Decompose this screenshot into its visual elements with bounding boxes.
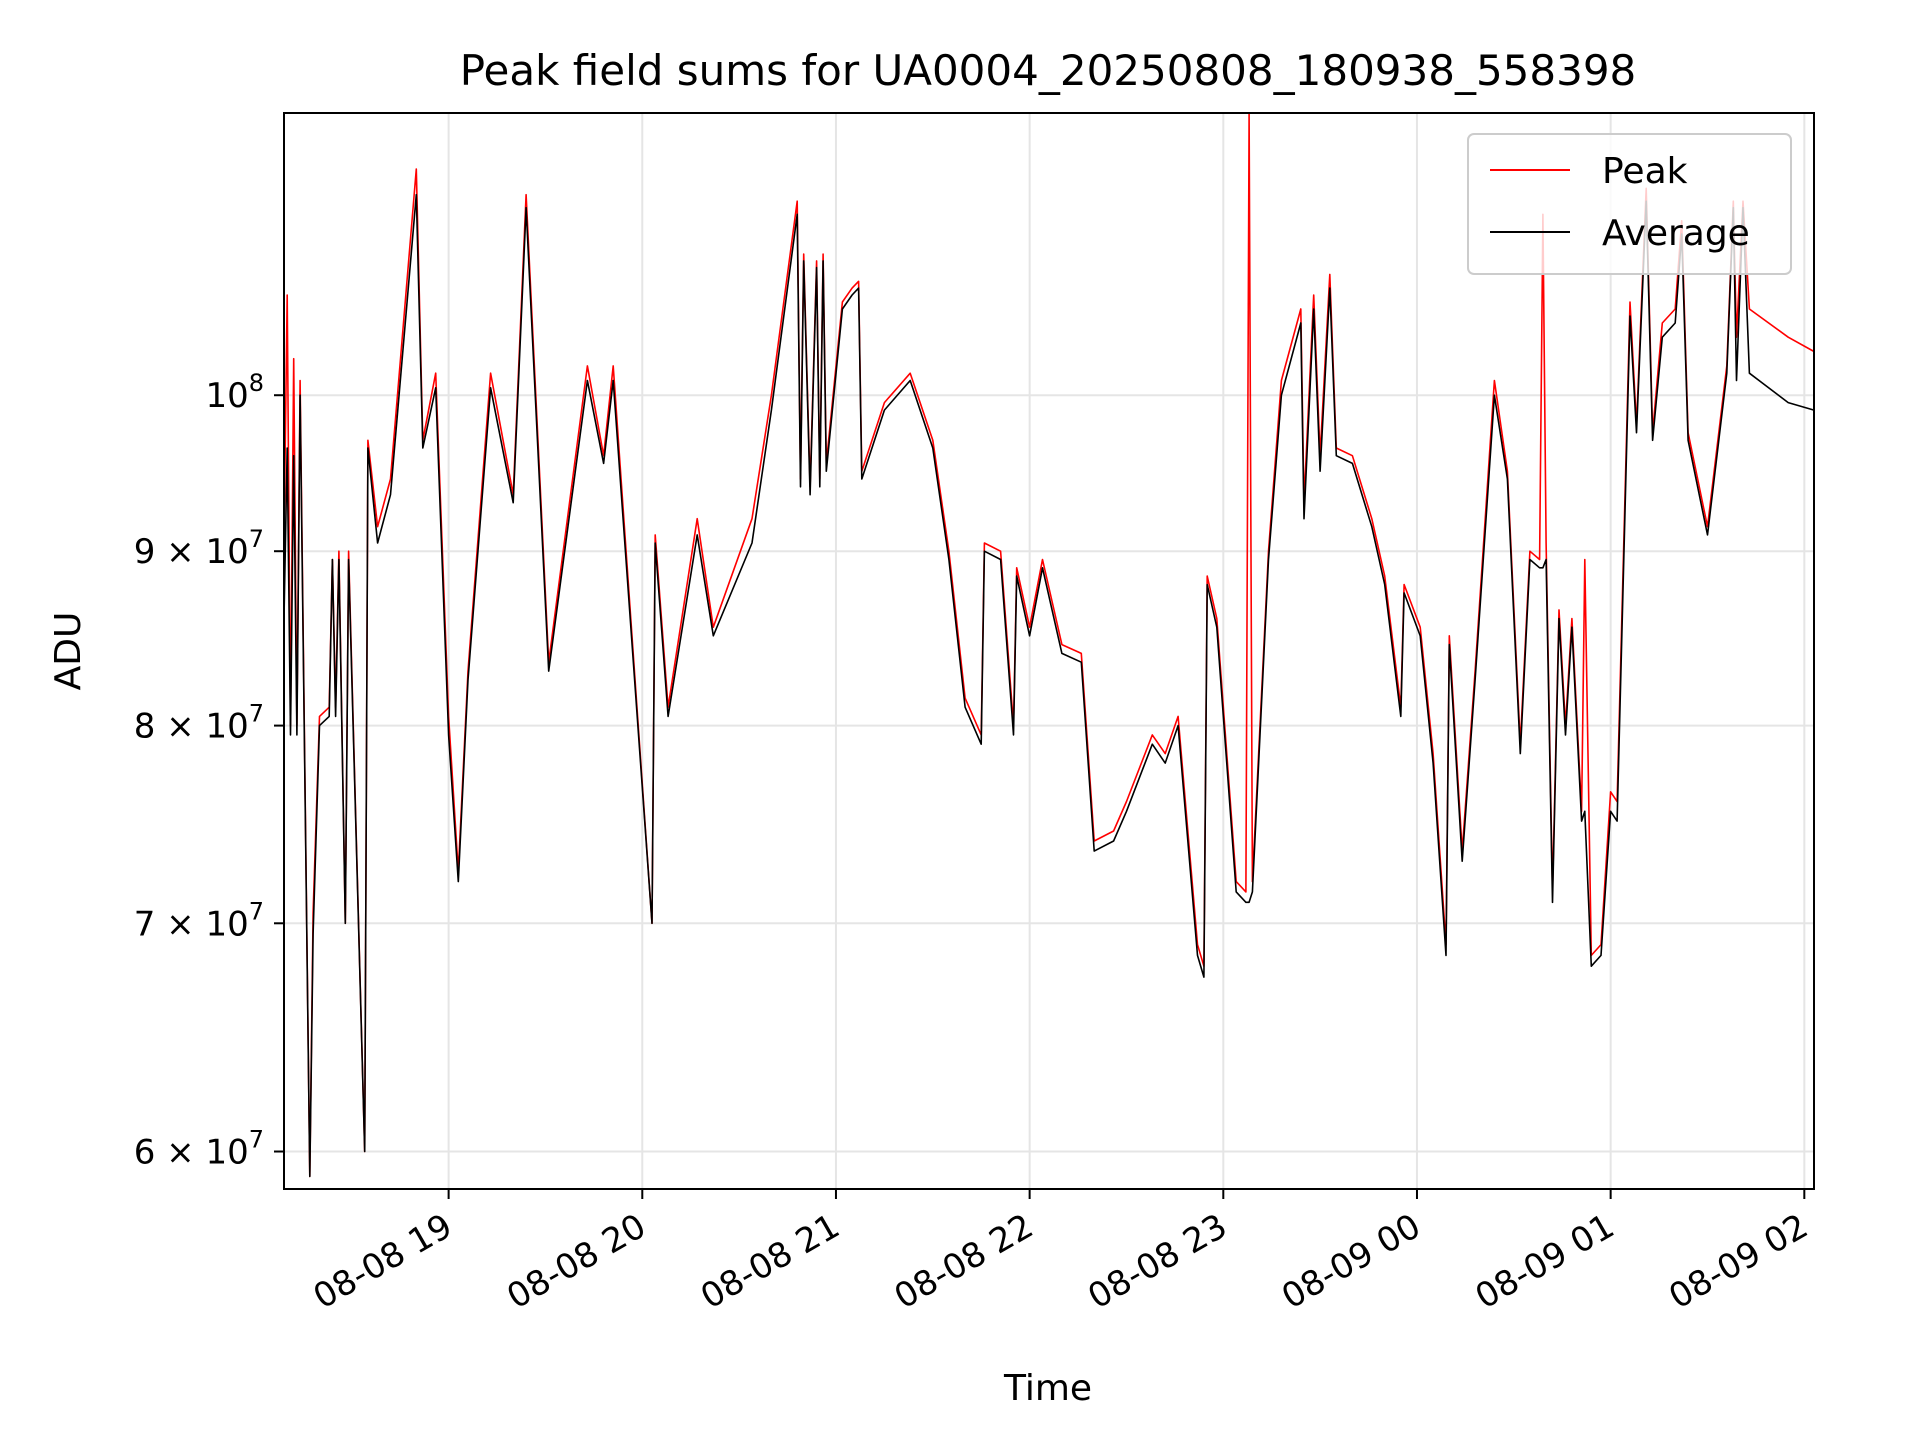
x-axis-label: Time: [1003, 1368, 1092, 1409]
legend: Peak Average: [1467, 133, 1792, 275]
plot-frame: [283, 112, 1815, 1190]
grid: [284, 113, 1814, 1189]
chart-title: Peak field sums for UA0004_20250808_1809…: [460, 46, 1637, 95]
y-tick-label: 6 × 107: [134, 1126, 264, 1173]
legend-average-label: Average: [1602, 213, 1750, 254]
plot-area: 08-08 19 08-08 20 08-08 21 08-08 22 08-08 23…: [134, 112, 1815, 1317]
y-tick-label: 9 × 107: [134, 525, 264, 572]
y-tick-label: 7 × 107: [134, 897, 264, 944]
y-axis-label: ADU: [48, 612, 89, 691]
y-tick-label: 8 × 107: [134, 700, 264, 747]
y-tick-label: 108: [205, 369, 264, 416]
series-line-average: [283, 193, 1815, 1178]
legend-peak-label: Peak: [1602, 151, 1688, 192]
y-axis-ticks: 6 × 107 7 × 107 8 × 107 9 × 107 108: [134, 369, 284, 1173]
series-layer: [283, 112, 1815, 1178]
